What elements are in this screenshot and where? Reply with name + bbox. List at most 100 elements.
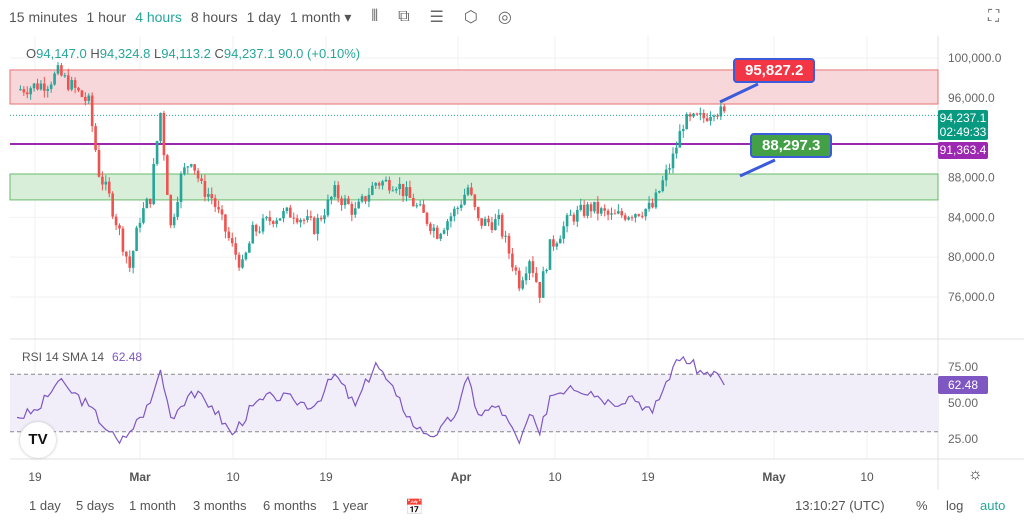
log-toggle[interactable]: log <box>946 498 964 513</box>
candle <box>371 185 374 195</box>
candle <box>323 215 326 220</box>
candle <box>637 214 641 216</box>
candle <box>681 129 685 132</box>
candle <box>504 235 507 237</box>
candle <box>699 113 702 115</box>
candle <box>692 113 695 117</box>
candle <box>22 89 26 93</box>
support-callout[interactable]: 88,297.3 <box>750 133 833 158</box>
y-tick-label: 80,000.0 <box>948 250 995 264</box>
c-label: C <box>214 46 224 61</box>
candle <box>179 173 183 202</box>
rsi-line <box>16 355 725 446</box>
candle <box>565 215 569 227</box>
candle <box>353 208 357 215</box>
candle <box>606 210 610 215</box>
candle <box>90 95 94 127</box>
axis-settings-icon[interactable]: ☼ <box>968 466 983 483</box>
candle <box>268 217 272 222</box>
candle <box>306 216 309 220</box>
goto-date-icon[interactable]: 📅 <box>405 499 424 516</box>
candle <box>476 207 480 219</box>
candle <box>53 73 56 85</box>
candle <box>558 238 562 244</box>
candle <box>654 192 658 208</box>
rsi-tick-label: 25.00 <box>948 432 978 446</box>
rsi-tick-label: 50.00 <box>948 396 978 410</box>
camera-icon[interactable]: ◎ <box>497 9 512 26</box>
close-value: 94,237.1 <box>223 46 275 61</box>
candle <box>36 83 39 90</box>
range-1y[interactable]: 1 year <box>332 498 369 513</box>
candle <box>722 106 726 112</box>
candle <box>319 217 323 220</box>
candle <box>415 205 419 207</box>
percent-toggle[interactable]: % <box>916 498 928 513</box>
candle <box>688 114 692 117</box>
x-tick-label: 10 <box>860 470 874 484</box>
candle <box>152 163 155 205</box>
alerts-list-icon[interactable]: ☰ <box>429 9 444 26</box>
hline-price-tag: 91,363.4 <box>938 142 988 159</box>
resistance-pointer <box>719 82 759 104</box>
candle <box>425 212 429 224</box>
candle <box>275 220 278 224</box>
candle <box>299 219 302 223</box>
tf-4h[interactable]: 4 hours <box>135 9 182 25</box>
tf-1d[interactable]: 1 day <box>246 9 281 25</box>
candle <box>685 114 688 130</box>
rsi-tick-label: 75.00 <box>948 360 978 374</box>
candle <box>241 259 244 268</box>
candle <box>271 221 275 224</box>
y-tick-label: 84,000.0 <box>948 210 995 224</box>
tf-15m[interactable]: 15 minutes <box>9 9 78 25</box>
h-label: H <box>90 46 100 61</box>
fullscreen-icon[interactable]: ⛶ <box>988 8 1000 25</box>
range-1d[interactable]: 1 day <box>29 498 61 513</box>
candle <box>292 217 296 219</box>
candle <box>562 226 565 239</box>
tf-1mo[interactable]: 1 month ▾ <box>289 8 352 25</box>
candle <box>480 218 483 226</box>
tradingview-logo[interactable]: TV <box>20 422 56 458</box>
candle <box>668 168 671 170</box>
high-value: 94,324.8 <box>99 46 151 61</box>
candle <box>118 225 121 229</box>
range-6m[interactable]: 6 months <box>263 498 317 513</box>
tf-1h[interactable]: 1 hour <box>86 9 127 25</box>
candle <box>39 83 43 90</box>
candle <box>517 270 521 289</box>
settings-icon[interactable]: ⬡ <box>463 9 478 26</box>
range-5d[interactable]: 5 days <box>76 498 115 513</box>
candle <box>569 214 572 216</box>
candle <box>128 256 132 268</box>
candle <box>459 204 463 208</box>
x-tick-label: 10 <box>226 470 240 484</box>
y-tick-label: 96,000.0 <box>948 91 995 105</box>
candle <box>289 207 292 218</box>
range-1m[interactable]: 1 month <box>129 498 176 513</box>
countdown: 02:49:33 <box>939 125 987 139</box>
tf-8h[interactable]: 8 hours <box>190 9 238 25</box>
candle <box>412 197 415 207</box>
candle <box>189 164 193 167</box>
candle <box>586 204 589 216</box>
resistance-callout[interactable]: 95,827.2 <box>733 58 816 83</box>
candle <box>435 227 439 239</box>
candle <box>169 194 173 226</box>
candle <box>524 273 528 281</box>
candles-icon[interactable]: ⫴ <box>371 8 379 25</box>
auto-toggle[interactable]: auto <box>980 498 1006 513</box>
range-3m[interactable]: 3 months <box>193 498 247 513</box>
indicators-icon[interactable]: ⧉ <box>398 8 410 25</box>
candle <box>490 222 494 231</box>
candle <box>541 271 545 298</box>
low-value: 94,113.2 <box>161 46 211 61</box>
candle <box>46 88 50 91</box>
candle <box>159 112 162 142</box>
candle <box>545 269 548 272</box>
candle <box>162 112 166 156</box>
candle <box>32 83 36 89</box>
candle <box>398 183 401 190</box>
